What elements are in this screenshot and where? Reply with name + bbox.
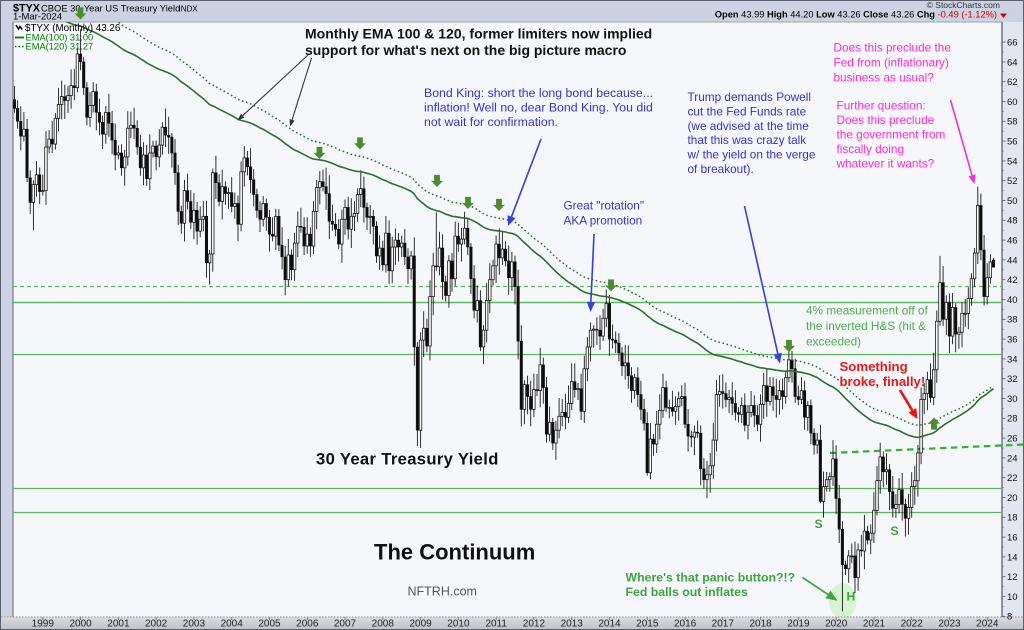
svg-text:AKA promotion: AKA promotion: [564, 214, 643, 228]
svg-text:2002: 2002: [145, 619, 168, 630]
svg-text:50: 50: [1007, 196, 1018, 207]
svg-text:1999: 1999: [32, 619, 55, 630]
svg-text:whatever it wants?: whatever it wants?: [836, 157, 935, 171]
svg-text:EMA(100) 31.00: EMA(100) 31.00: [26, 33, 94, 43]
svg-text:58: 58: [1007, 117, 1018, 128]
svg-text:26: 26: [1007, 434, 1018, 445]
svg-text:w/ the yield on the verge: w/ the yield on the verge: [687, 148, 816, 162]
svg-text:exceeded): exceeded): [806, 334, 861, 348]
svg-text:Where's that panic button?!?: Where's that panic button?!?: [626, 571, 796, 585]
svg-text:66: 66: [1007, 38, 1018, 49]
svg-text:36: 36: [1007, 335, 1018, 346]
svg-text:business as usual?: business as usual?: [834, 71, 935, 85]
svg-text:30 Year Treasury Yield: 30 Year Treasury Yield: [316, 450, 499, 469]
svg-text:62: 62: [1007, 77, 1018, 88]
svg-text:2003: 2003: [183, 619, 206, 630]
svg-text:© StockCharts.com: © StockCharts.com: [927, 0, 1000, 10]
svg-text:64: 64: [1007, 57, 1018, 68]
svg-text:Bond King: short the long bond: Bond King: short the long bond because..…: [424, 86, 653, 100]
svg-text:2005: 2005: [258, 619, 281, 630]
svg-text:Something: Something: [840, 359, 908, 374]
svg-text:that this was crazy talk: that this was crazy talk: [688, 133, 807, 147]
svg-text:H: H: [847, 590, 856, 604]
svg-text:48: 48: [1007, 216, 1018, 227]
svg-text:inflation! Well no, dear Bond: inflation! Well no, dear Bond King. You …: [424, 101, 653, 115]
svg-text:S: S: [891, 524, 899, 538]
svg-text:2018: 2018: [749, 619, 772, 630]
svg-text:$TYX (Monthly) 43.26: $TYX (Monthly) 43.26: [25, 23, 121, 34]
svg-text:34: 34: [1007, 354, 1018, 365]
svg-text:EMA(120) 31.27: EMA(120) 31.27: [26, 42, 94, 52]
svg-text:30: 30: [1007, 394, 1018, 405]
svg-text:32: 32: [1007, 374, 1018, 385]
svg-text:of breakout).: of breakout).: [688, 162, 754, 176]
svg-text:2020: 2020: [825, 619, 848, 630]
svg-text:2014: 2014: [598, 619, 621, 630]
svg-text:18: 18: [1007, 513, 1018, 524]
svg-text:2001: 2001: [107, 619, 130, 630]
svg-text:Fed from (inflationary): Fed from (inflationary): [834, 56, 949, 70]
svg-text:16: 16: [1007, 533, 1018, 544]
svg-text:Further question:: Further question:: [837, 99, 926, 113]
svg-text:2016: 2016: [674, 619, 697, 630]
svg-text:INDX: INDX: [179, 5, 199, 14]
svg-text:2019: 2019: [787, 619, 810, 630]
svg-text:NFTRH.com: NFTRH.com: [408, 585, 477, 599]
svg-text:2011: 2011: [485, 619, 507, 630]
svg-text:2012: 2012: [523, 619, 546, 630]
svg-text:CBOE 30-Year US Treasury Yield: CBOE 30-Year US Treasury Yield: [41, 3, 180, 14]
svg-text:The Continuum: The Continuum: [374, 540, 535, 565]
svg-text:2000: 2000: [69, 619, 92, 630]
svg-text:8: 8: [1007, 612, 1012, 623]
svg-text:not wait for confirmation.: not wait for confirmation.: [424, 115, 558, 129]
svg-text:10: 10: [1007, 592, 1018, 603]
svg-text:the inverted H&S (hit &: the inverted H&S (hit &: [806, 319, 926, 333]
svg-text:2006: 2006: [296, 619, 319, 630]
svg-text:2022: 2022: [901, 619, 924, 630]
svg-text:28: 28: [1007, 414, 1018, 425]
svg-text:22: 22: [1007, 473, 1018, 484]
svg-text:(we advised at the time: (we advised at the time: [688, 119, 810, 133]
svg-text:24: 24: [1007, 453, 1018, 464]
svg-text:2021: 2021: [863, 619, 886, 630]
svg-text:52: 52: [1007, 176, 1018, 187]
svg-text:44: 44: [1007, 255, 1018, 266]
svg-text:support for what's next on the: support for what's next on the big pictu…: [305, 42, 626, 58]
svg-text:cut the Fed Funds rate: cut the Fed Funds rate: [688, 104, 807, 118]
svg-text:Does this preclude the: Does this preclude the: [834, 41, 952, 55]
svg-text:Does this preclude: Does this preclude: [837, 113, 935, 127]
svg-text:40: 40: [1007, 295, 1018, 306]
svg-text:2024: 2024: [976, 619, 999, 630]
svg-text:42: 42: [1007, 275, 1018, 286]
svg-text:2004: 2004: [221, 619, 244, 630]
svg-text:54: 54: [1007, 156, 1018, 167]
svg-text:46: 46: [1007, 236, 1018, 247]
svg-text:56: 56: [1007, 137, 1018, 148]
svg-text:2023: 2023: [938, 619, 961, 630]
svg-text:2009: 2009: [409, 619, 432, 630]
svg-text:Great "rotation": Great "rotation": [564, 199, 645, 213]
svg-text:Trump demands Powell: Trump demands Powell: [688, 90, 811, 104]
svg-text:Open 43.99 High 44.20 Low 43.2: Open 43.99 High 44.20 Low 43.26 Close 43…: [715, 10, 997, 20]
svg-text:12: 12: [1007, 572, 1018, 583]
svg-text:60: 60: [1007, 97, 1018, 108]
svg-text:2015: 2015: [636, 619, 659, 630]
svg-text:$TYX: $TYX: [13, 3, 41, 15]
svg-text:fiscally doing: fiscally doing: [837, 142, 905, 156]
svg-text:broke, finally!: broke, finally!: [840, 374, 926, 389]
svg-text:2007: 2007: [334, 619, 357, 630]
svg-text:Fed balls out inflates: Fed balls out inflates: [626, 585, 748, 599]
svg-text:4% measurement off of: 4% measurement off of: [806, 304, 928, 318]
svg-text:the government from: the government from: [837, 128, 946, 142]
svg-text:14: 14: [1007, 552, 1018, 563]
svg-text:2008: 2008: [372, 619, 395, 630]
svg-text:1-Mar-2024: 1-Mar-2024: [13, 12, 62, 23]
svg-text:Monthly EMA 100 & 120, former: Monthly EMA 100 & 120, former limiters n…: [305, 26, 652, 42]
svg-text:2017: 2017: [712, 619, 735, 630]
svg-text:S: S: [815, 517, 823, 531]
svg-text:2010: 2010: [447, 619, 470, 630]
svg-text:38: 38: [1007, 315, 1018, 326]
svg-text:20: 20: [1007, 493, 1018, 504]
svg-text:2013: 2013: [561, 619, 584, 630]
